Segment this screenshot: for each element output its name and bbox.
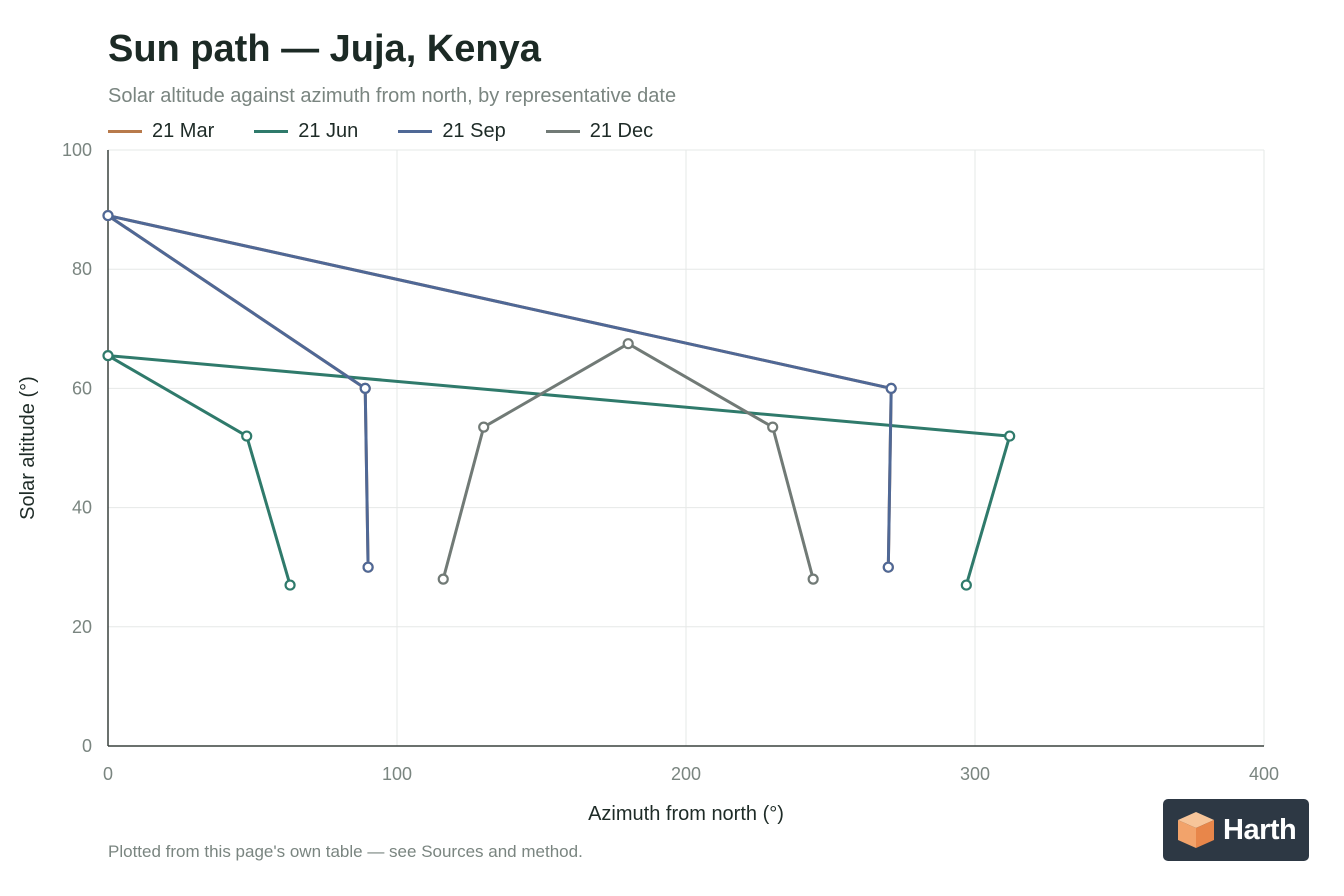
point-jun-4 bbox=[960, 579, 972, 591]
x-tick-label-1: 100 bbox=[382, 764, 412, 784]
point-dec-0 bbox=[437, 573, 449, 585]
point-dec-4 bbox=[807, 573, 819, 585]
legend-label-jun: 21 Jun bbox=[298, 120, 359, 142]
point-sep-1 bbox=[359, 382, 371, 394]
y-tick-label-4: 80 bbox=[72, 259, 92, 279]
point-jun-1 bbox=[241, 430, 253, 442]
legend-label-sep: 21 Sep bbox=[442, 120, 506, 142]
legend-swatch-jun bbox=[254, 130, 289, 133]
chart-title: Sun path — Juja, Kenya bbox=[108, 28, 541, 70]
harth-logo-icon bbox=[1178, 812, 1214, 848]
legend-label-dec: 21 Dec bbox=[589, 120, 654, 142]
legend-item-dec: 21 Dec bbox=[545, 120, 654, 143]
point-sep-4 bbox=[882, 561, 894, 573]
x-tick-label-3: 300 bbox=[960, 764, 990, 784]
x-tick-label-4: 400 bbox=[1249, 764, 1279, 784]
legend-swatch-mar bbox=[108, 130, 142, 133]
legend: 21 Mar 21 Jun 21 Sep 21 Dec bbox=[108, 120, 693, 143]
point-jun-3 bbox=[1004, 430, 1016, 442]
point-jun-2 bbox=[102, 350, 114, 362]
y-tick-label-0: 0 bbox=[82, 736, 92, 756]
y-tick-label-2: 40 bbox=[72, 498, 92, 518]
y-tick-label-1: 20 bbox=[72, 617, 92, 637]
point-dec-1 bbox=[478, 421, 490, 433]
y-tick-label-3: 60 bbox=[72, 378, 92, 398]
point-sep-3 bbox=[885, 382, 897, 394]
point-sep-2 bbox=[102, 209, 114, 222]
series-line-jun bbox=[106, 354, 1012, 587]
chart-subtitle: Solar altitude against azimuth from nort… bbox=[108, 85, 677, 107]
x-tick-label-0: 0 bbox=[103, 764, 113, 784]
legend-swatch-dec bbox=[545, 130, 580, 133]
y-axis-label: Solar altitude (°) bbox=[17, 376, 39, 520]
series-line-dec bbox=[441, 342, 815, 581]
harth-logo-text: Harth bbox=[1223, 813, 1297, 846]
point-dec-2 bbox=[622, 338, 634, 350]
x-axis-label: Azimuth from north (°) bbox=[588, 803, 784, 825]
harth-logo: Harth bbox=[1163, 799, 1309, 861]
legend-item-jun: 21 Jun bbox=[254, 120, 358, 143]
point-jun-0 bbox=[284, 579, 296, 591]
legend-item-mar: 21 Mar bbox=[108, 120, 214, 143]
legend-label-mar: 21 Mar bbox=[152, 120, 215, 142]
x-tick-label-2: 200 bbox=[671, 764, 701, 784]
legend-item-sep: 21 Sep bbox=[398, 120, 506, 143]
y-tick-label-5: 100 bbox=[62, 140, 92, 160]
point-dec-3 bbox=[767, 421, 779, 433]
legend-swatch-sep bbox=[398, 130, 433, 133]
footer-note: Plotted from this page's own table — see… bbox=[108, 842, 583, 861]
point-sep-0 bbox=[362, 561, 374, 573]
